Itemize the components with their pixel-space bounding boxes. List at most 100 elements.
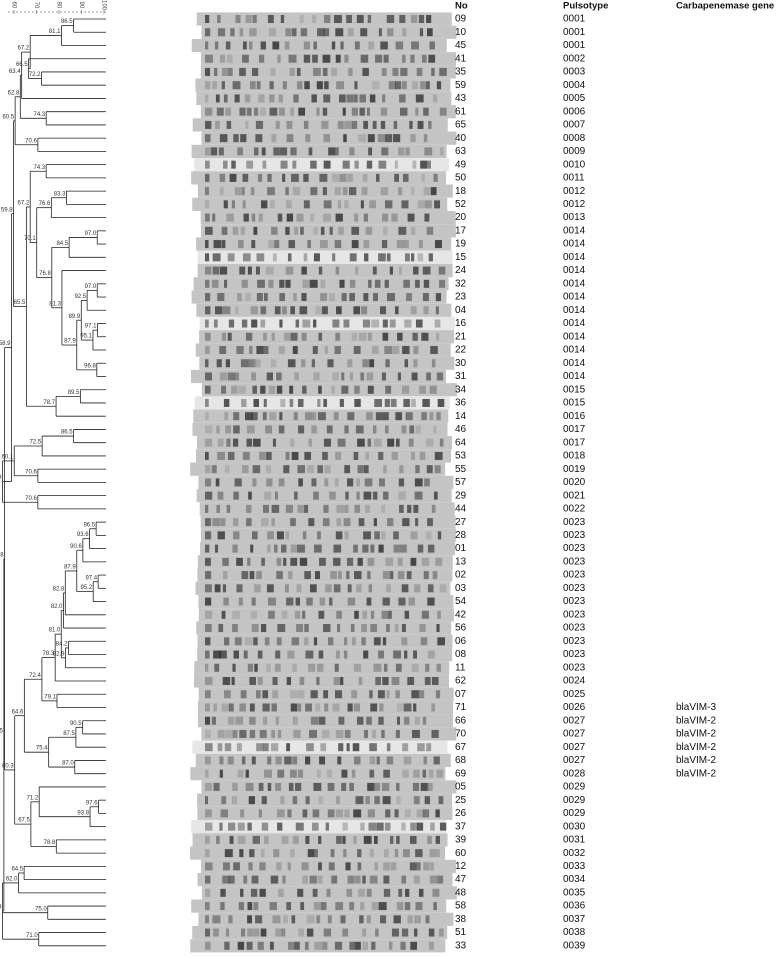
pulsotype: 0012: [563, 186, 586, 197]
node-similarity: 72.4: [29, 673, 41, 679]
gel-band: [365, 796, 370, 805]
gel-band: [349, 782, 354, 791]
gel-band: [320, 902, 327, 911]
gel-band: [213, 319, 218, 328]
sample-no: 69: [455, 768, 467, 779]
sample-no: 23: [455, 292, 467, 303]
gel-band: [412, 332, 418, 341]
gel-band: [413, 703, 417, 712]
gel-band: [253, 902, 259, 911]
gel-band: [332, 319, 340, 328]
gel-band: [437, 610, 441, 619]
gel-band: [242, 41, 247, 50]
gel-band: [254, 147, 259, 156]
gel-band: [428, 253, 433, 262]
gel-band: [252, 67, 259, 76]
gel-band: [237, 822, 245, 831]
gel-band: [324, 346, 328, 354]
gel-band: [417, 200, 426, 209]
gel-band: [274, 306, 281, 315]
gel-band: [365, 226, 373, 235]
gel-band: [235, 716, 244, 725]
gel-band: [233, 491, 239, 500]
gel-band: [430, 822, 435, 831]
gel-band: [278, 346, 285, 354]
gel-band: [286, 677, 292, 685]
gel-band: [427, 650, 435, 659]
gel-band: [219, 822, 223, 831]
node-similarity: 62.8: [8, 90, 20, 96]
gel-band: [232, 624, 238, 633]
gel-band: [322, 451, 328, 460]
gel-band: [273, 544, 278, 553]
gel-band: [222, 677, 231, 685]
node-similarity: 72.2: [29, 72, 41, 78]
gel-band: [231, 160, 236, 169]
gel-band: [383, 862, 390, 871]
gel-band: [205, 756, 211, 765]
gel-band: [261, 624, 267, 633]
gel-band: [229, 835, 234, 844]
gel-band: [205, 584, 212, 593]
gel-band: [382, 319, 388, 328]
pulsotype: 0029: [563, 782, 586, 793]
gel-band: [410, 822, 416, 831]
gel-band: [268, 279, 274, 288]
gel-band: [205, 213, 210, 222]
node-similarity: 81.0: [49, 628, 61, 634]
gel-band: [284, 584, 289, 593]
gel-band: [362, 67, 369, 76]
pulsotype: 0034: [563, 874, 586, 885]
sample-no: 41: [455, 53, 467, 64]
gel-band: [297, 504, 305, 513]
gel-band: [313, 637, 318, 646]
gel-band: [366, 888, 372, 897]
gel-band: [228, 822, 236, 831]
gel-band: [247, 902, 253, 911]
gel-band: [228, 915, 233, 924]
gel-band: [243, 650, 248, 659]
gel-band: [281, 835, 289, 844]
gel-band: [263, 332, 267, 341]
gel-band: [218, 147, 224, 156]
gel-band: [286, 902, 292, 911]
gel-band: [283, 915, 288, 924]
gel-band: [217, 293, 225, 302]
gel-band: [286, 200, 292, 209]
gel-band: [205, 398, 209, 407]
gel-band: [409, 862, 417, 871]
gel-band: [336, 835, 342, 844]
gel-band: [413, 928, 418, 937]
gel-band: [205, 677, 213, 685]
gel-band: [439, 584, 447, 593]
gel-band: [327, 359, 334, 368]
gel-band: [323, 28, 330, 37]
gel-band: [238, 902, 245, 911]
gel-band: [400, 941, 406, 950]
gel-band: [260, 928, 267, 937]
gel-band: [267, 756, 272, 765]
gel-band: [215, 120, 220, 129]
gel-band: [333, 412, 339, 421]
gel-band: [260, 41, 267, 50]
gel-band: [267, 531, 274, 540]
gel-band: [423, 571, 429, 580]
gel-band: [323, 200, 332, 209]
gel-band: [262, 160, 267, 169]
gel-band: [335, 28, 344, 37]
sample-no: 24: [455, 265, 467, 276]
gel-band: [438, 796, 444, 805]
gel-band: [294, 372, 299, 381]
carbapenemase-gene: blaVIM-2: [676, 768, 716, 779]
gel-band: [205, 862, 213, 871]
gel-band: [344, 120, 353, 129]
gel-band: [362, 941, 368, 950]
gel-band: [421, 54, 427, 63]
gel-band: [346, 173, 353, 182]
gel-band: [401, 875, 407, 884]
gel-band: [408, 597, 415, 606]
gel-band: [242, 200, 246, 209]
gel-band: [274, 663, 281, 672]
gel-band: [315, 703, 321, 712]
node-similarity: 54.9: [0, 475, 2, 481]
